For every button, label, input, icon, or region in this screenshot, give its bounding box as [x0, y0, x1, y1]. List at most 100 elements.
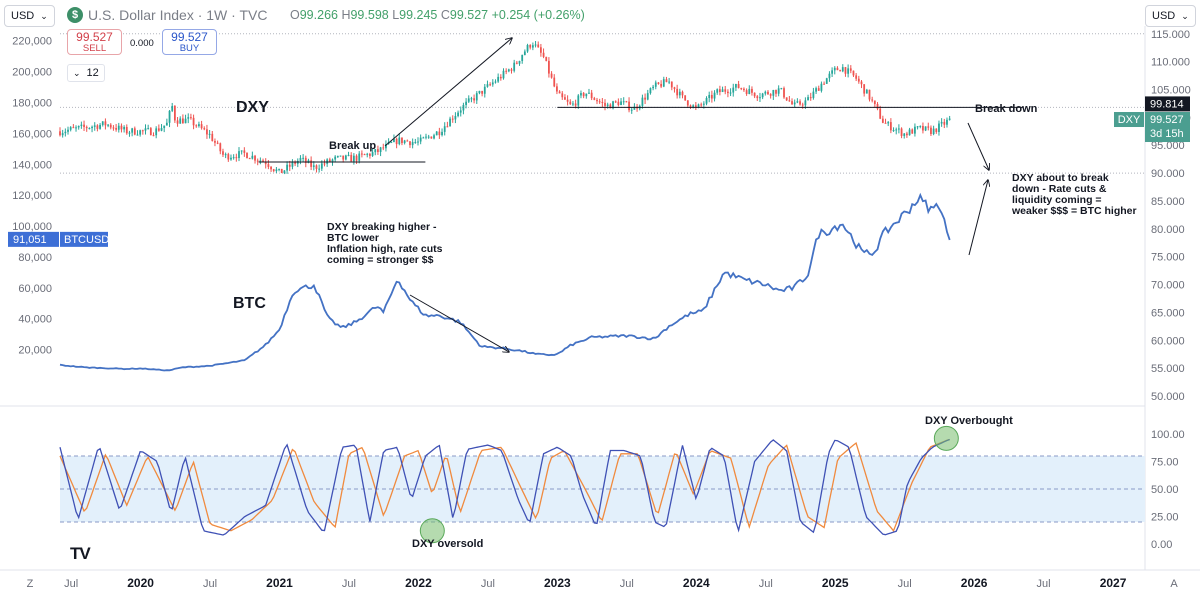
dxy-candle-body	[908, 129, 911, 136]
dxy-candle-body	[556, 86, 558, 92]
crosshair-price-tag	[1145, 96, 1190, 112]
dxy-candle-body	[427, 136, 430, 138]
dxy-candle-body	[91, 126, 93, 129]
sell-button[interactable]: 99.527 SELL	[67, 29, 122, 55]
dxy-candle-body	[262, 160, 264, 162]
dxy-candle-body	[897, 128, 900, 130]
arrow-break-up	[384, 38, 512, 147]
dxy-candle-body	[531, 45, 534, 48]
dxy-candle-body	[743, 88, 745, 91]
dxy-candle-body	[601, 101, 604, 103]
dxy-candle-body	[323, 163, 326, 165]
dxy-candle-body	[577, 95, 580, 106]
dxy-candle-body	[344, 155, 347, 160]
dxy-candle-body	[377, 149, 379, 152]
dxy-candle-body	[903, 133, 906, 136]
dxy-candle-body	[775, 89, 777, 94]
currency-select-right[interactable]: USD ⌄	[1145, 5, 1196, 27]
dxy-candle-body	[924, 126, 927, 131]
dxy-symbol-tag-text: DXY	[1118, 114, 1141, 126]
dxy-candle-body	[889, 122, 892, 131]
dxy-candle-body	[75, 127, 77, 129]
dxy-candle-body	[385, 143, 387, 149]
dxy-candle-body	[817, 88, 820, 91]
dxy-candle-body	[833, 67, 836, 71]
dxy-candle-body	[630, 109, 633, 111]
dxy-candle-body	[304, 157, 307, 163]
time-axis-tick: 2023	[544, 576, 571, 590]
dxy-candle-body	[732, 87, 735, 93]
dxy-candle-body	[657, 82, 660, 84]
dxy-candle-body	[863, 84, 866, 94]
dxy-candle-body	[759, 97, 761, 99]
time-axis-tick: Jul	[1037, 578, 1051, 590]
dxy-candle-body	[606, 104, 609, 106]
time-axis-tick: 2024	[683, 576, 710, 590]
dxy-candle-body	[860, 81, 863, 85]
dxy-candle-body	[767, 91, 769, 95]
dxy-candle-body	[708, 94, 711, 99]
dxy-candle-body	[462, 104, 465, 111]
time-axis-tick: 2021	[266, 576, 293, 590]
dxy-candle-body	[288, 164, 291, 167]
dxy-candle-body	[280, 168, 283, 174]
dxy-candle-body	[665, 79, 668, 83]
dxy-candle-body	[702, 103, 705, 105]
crosshair-price-text: 99.814	[1150, 98, 1184, 110]
dxy-candle-body	[780, 88, 783, 90]
dxy-axis-tick: 55.000	[1151, 363, 1185, 375]
btc-symbol-tag-text: BTCUSD	[64, 234, 109, 246]
dxy-candle-body	[398, 137, 401, 145]
stoch-k-line	[59, 438, 950, 536]
dxy-candle-body	[475, 93, 478, 101]
symbol-title[interactable]: U.S. Dollar Index · 1W · TVC	[88, 7, 268, 23]
dxy-axis-tick: 75.000	[1151, 252, 1185, 264]
overbought-marker	[933, 425, 959, 451]
dxy-candle-body	[483, 86, 486, 94]
dxy-candle-body	[347, 154, 350, 156]
low-label: L	[392, 8, 400, 22]
dxy-candle-body	[572, 103, 574, 105]
buy-label: BUY	[179, 43, 200, 54]
dxy-candle-body	[649, 88, 652, 94]
dxy-candle-body	[248, 158, 251, 160]
btc-axis-tick: 80,000	[18, 252, 52, 264]
ohlc-legend: O99.266 H99.598 L99.245 C99.527 +0.254 (…	[290, 8, 585, 22]
dxy-candle-body	[211, 133, 214, 141]
stoch-axis-tick: 0.00	[1151, 539, 1172, 551]
dxy-candle-body	[107, 124, 109, 126]
dxy-candle-body	[419, 137, 422, 142]
time-axis-tick: Jul	[342, 578, 356, 590]
dxy-candle-body	[705, 98, 708, 104]
dxy-candle-body	[946, 119, 948, 125]
dxy-candle-body	[534, 44, 537, 46]
buy-button[interactable]: 99.527 BUY	[162, 29, 217, 55]
dxy-candle-body	[497, 76, 500, 82]
dxy-candle-body	[451, 118, 454, 120]
close-value: 99.527	[449, 8, 489, 22]
dxy-candle-body	[881, 118, 884, 123]
dxy-candle-body	[566, 99, 569, 102]
dxy-candle-body	[230, 157, 232, 160]
dxy-candle-body	[473, 98, 476, 101]
dxy-candle-body	[748, 88, 751, 95]
break-down-label: Break down	[975, 103, 1038, 115]
open-label: O	[290, 8, 300, 22]
currency-select-left[interactable]: USD ⌄	[4, 5, 55, 27]
dxy-oversold-label: DXY oversold	[412, 538, 483, 550]
dxy-axis-tick: 60.000	[1151, 335, 1185, 347]
btc-axis-tick: 140,000	[12, 159, 52, 171]
dxy-candle-body	[783, 88, 785, 98]
dxy-axis-tick: 80.000	[1151, 224, 1185, 236]
dxy-candle-body	[919, 125, 922, 127]
dxy-candle-body	[879, 108, 882, 119]
dxy-candle-body	[542, 52, 545, 57]
btc-axis-tick: 200,000	[12, 67, 52, 79]
dxy-candle-body	[104, 121, 107, 126]
indicators-toggle[interactable]: ⌄ 12	[67, 64, 105, 82]
dxy-candle-body	[465, 101, 467, 105]
btc-note-line2: BTC lower	[327, 232, 379, 244]
dxy-candle-body	[697, 104, 700, 107]
dxy-candle-body	[721, 89, 724, 93]
